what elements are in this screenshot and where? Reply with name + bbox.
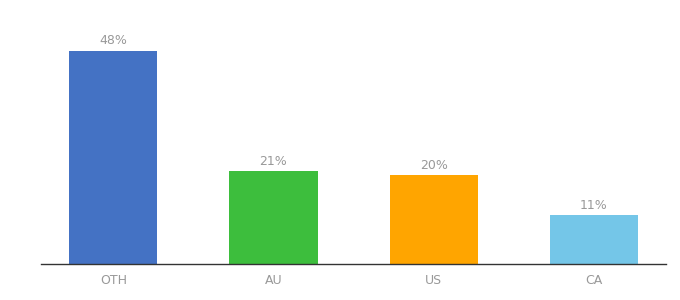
Bar bbox=[390, 175, 478, 264]
Text: 20%: 20% bbox=[420, 159, 447, 172]
Bar bbox=[550, 215, 638, 264]
Bar bbox=[69, 51, 157, 264]
Text: 11%: 11% bbox=[580, 199, 608, 212]
Text: 48%: 48% bbox=[99, 34, 127, 47]
Bar bbox=[229, 171, 318, 264]
Text: 21%: 21% bbox=[260, 154, 288, 167]
